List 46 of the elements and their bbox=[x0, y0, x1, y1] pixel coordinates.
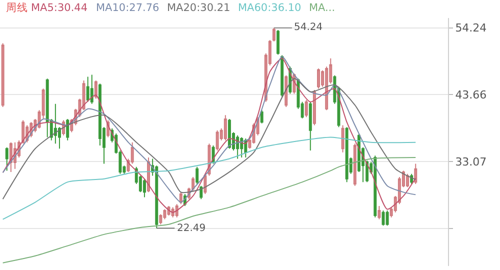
candlestick bbox=[304, 100, 308, 118]
candlestick bbox=[260, 110, 264, 124]
text: MA10:27.76 bbox=[96, 2, 160, 14]
candlestick bbox=[378, 206, 381, 220]
candlestick bbox=[54, 103, 57, 144]
candlestick bbox=[94, 80, 98, 100]
annotation: 22.49 bbox=[177, 223, 206, 234]
candlestick bbox=[308, 101, 312, 152]
line-series bbox=[2, 78, 416, 200]
text: MA60:36.10 bbox=[238, 2, 302, 14]
candlestick bbox=[280, 54, 284, 98]
annotation: 54.24 bbox=[294, 22, 323, 33]
candlestick bbox=[224, 114, 227, 141]
candlestick bbox=[276, 29, 280, 56]
candlestick bbox=[90, 74, 94, 104]
line-series bbox=[2, 136, 416, 220]
candlestick bbox=[353, 143, 356, 186]
y-tick-label: 43.66 bbox=[455, 88, 487, 102]
candlestick bbox=[386, 210, 389, 226]
candlestick bbox=[5, 146, 8, 172]
candlestick bbox=[317, 68, 320, 90]
candlestick bbox=[196, 166, 199, 184]
candlestick bbox=[46, 78, 49, 138]
y-tick-label: 54.24 bbox=[455, 22, 487, 35]
candlestick bbox=[1, 42, 4, 108]
candlestick bbox=[341, 124, 344, 153]
candlestick bbox=[179, 192, 182, 205]
candlestick bbox=[175, 204, 178, 218]
candlestick bbox=[406, 173, 410, 188]
candlestick bbox=[272, 27, 276, 42]
candlestick bbox=[86, 76, 90, 102]
candlestick bbox=[216, 130, 219, 152]
candlestick bbox=[414, 163, 418, 184]
text: 周线 bbox=[6, 1, 28, 14]
text: MA5:30.44 bbox=[31, 2, 88, 14]
candlestick bbox=[66, 118, 70, 141]
candlestick bbox=[284, 74, 288, 108]
text: MA... bbox=[309, 2, 336, 14]
candlestick bbox=[200, 185, 203, 200]
candlestick bbox=[345, 126, 348, 183]
text: MA20:30.21 bbox=[167, 2, 230, 14]
line-series bbox=[2, 156, 416, 264]
y-tick-label: 33.07 bbox=[455, 155, 487, 168]
candlestick bbox=[312, 89, 316, 126]
candlestick bbox=[142, 178, 146, 198]
candlestick bbox=[228, 118, 231, 150]
